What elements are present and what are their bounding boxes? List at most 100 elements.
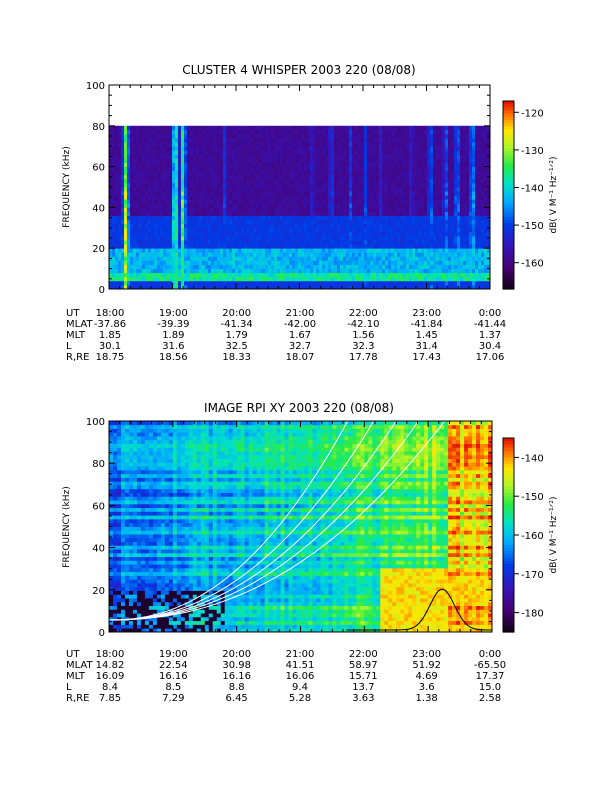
heatmap-cell — [298, 215, 302, 221]
heatmap-cell — [340, 174, 344, 180]
heatmap-cell — [328, 191, 332, 196]
heatmap-cell — [391, 244, 395, 249]
heatmap-cell — [166, 223, 170, 229]
heatmap-cell — [439, 166, 443, 172]
heatmap-cell — [376, 125, 380, 131]
heatmap-cell — [208, 178, 212, 184]
heatmap-cell — [163, 154, 167, 159]
heatmap-cell — [205, 256, 209, 261]
heatmap-cell — [376, 227, 380, 233]
heatmap-cell — [349, 191, 353, 196]
heatmap-cell — [343, 231, 347, 237]
heatmap-cell — [376, 272, 380, 278]
heatmap-cell — [448, 244, 452, 249]
heatmap-cell — [190, 162, 194, 167]
heatmap-cell — [430, 203, 434, 208]
heatmap-cell — [463, 150, 467, 155]
heatmap-cell — [109, 268, 113, 274]
heatmap-cell — [253, 252, 257, 257]
heatmap-cell — [181, 146, 185, 151]
heatmap-cell — [340, 280, 344, 286]
heatmap-cell — [193, 191, 197, 196]
heatmap-cell — [151, 178, 155, 184]
heatmap-cell — [289, 129, 293, 135]
heatmap-cell — [139, 272, 143, 278]
heatmap-cell — [196, 240, 200, 245]
heatmap-cell — [412, 256, 416, 261]
heatmap-cell — [190, 215, 194, 221]
heatmap-cell — [154, 280, 158, 286]
heatmap-cell — [148, 284, 152, 289]
heatmap-cell — [451, 227, 455, 233]
heatmap-cell — [226, 133, 230, 139]
heatmap-cell — [136, 125, 140, 131]
heatmap-cell — [202, 154, 206, 159]
heatmap-cell — [310, 162, 314, 167]
heatmap-cell — [373, 211, 377, 216]
heatmap-cell — [283, 276, 287, 282]
heatmap-cell — [397, 150, 401, 155]
heatmap-cell — [391, 170, 395, 176]
heatmap-cell — [178, 146, 182, 151]
heatmap-cell — [319, 162, 323, 167]
heatmap-cell — [367, 170, 371, 176]
heatmap-cell — [256, 150, 260, 155]
heatmap-cell — [418, 272, 422, 278]
heatmap-cell — [367, 219, 371, 225]
heatmap-cell — [364, 158, 368, 163]
heatmap-cell — [184, 223, 188, 229]
heatmap-cell — [343, 240, 347, 245]
heatmap-cell — [118, 203, 122, 208]
heatmap-cell — [445, 162, 449, 167]
heatmap-cell — [226, 182, 230, 188]
heatmap-cell — [190, 178, 194, 184]
heatmap-cell — [349, 129, 353, 135]
heatmap-cell — [253, 264, 257, 269]
heatmap-cell — [304, 280, 308, 286]
heatmap-cell — [442, 182, 446, 188]
heatmap-cell — [400, 231, 404, 237]
heatmap-cell — [460, 231, 464, 237]
heatmap-cell — [424, 154, 428, 159]
heatmap-cell — [160, 203, 164, 208]
heatmap-cell — [328, 276, 332, 282]
heatmap-cell — [424, 162, 428, 167]
heatmap-cell — [421, 280, 425, 286]
heatmap-cell — [166, 182, 170, 188]
heatmap-cell — [475, 146, 479, 151]
heatmap-cell — [373, 178, 377, 184]
heatmap-cell — [340, 264, 344, 269]
heatmap-cell — [184, 264, 188, 269]
heatmap-cell — [157, 199, 161, 204]
heatmap-cell — [319, 244, 323, 249]
heatmap-cell — [337, 150, 341, 155]
heatmap-cell — [370, 158, 374, 163]
heatmap-cell — [445, 235, 449, 241]
heatmap-cell — [286, 211, 290, 216]
heatmap-cell — [187, 166, 191, 172]
heatmap-cell — [124, 244, 128, 249]
heatmap-cell — [217, 231, 221, 237]
heatmap-cell — [349, 125, 353, 131]
heatmap-cell — [292, 146, 296, 151]
heatmap-cell — [403, 268, 407, 274]
heatmap-cell — [274, 195, 278, 200]
heatmap-cell — [310, 170, 314, 176]
heatmap-cell — [274, 138, 278, 143]
heatmap-cell — [391, 142, 395, 147]
heatmap-cell — [337, 138, 341, 143]
heatmap-cell — [283, 195, 287, 200]
heatmap-cell — [358, 252, 362, 257]
heatmap-cell — [355, 284, 359, 289]
heatmap-cell — [391, 280, 395, 286]
heatmap-cell — [445, 284, 449, 289]
heatmap-cell — [307, 158, 311, 163]
heatmap-cell — [247, 256, 251, 261]
heatmap-cell — [229, 150, 233, 155]
heatmap-cell — [298, 272, 302, 278]
heatmap-cell — [427, 133, 431, 139]
heatmap-cell — [262, 280, 266, 286]
heatmap-cell — [298, 146, 302, 151]
heatmap-cell — [325, 191, 329, 196]
heatmap-cell — [166, 248, 170, 253]
